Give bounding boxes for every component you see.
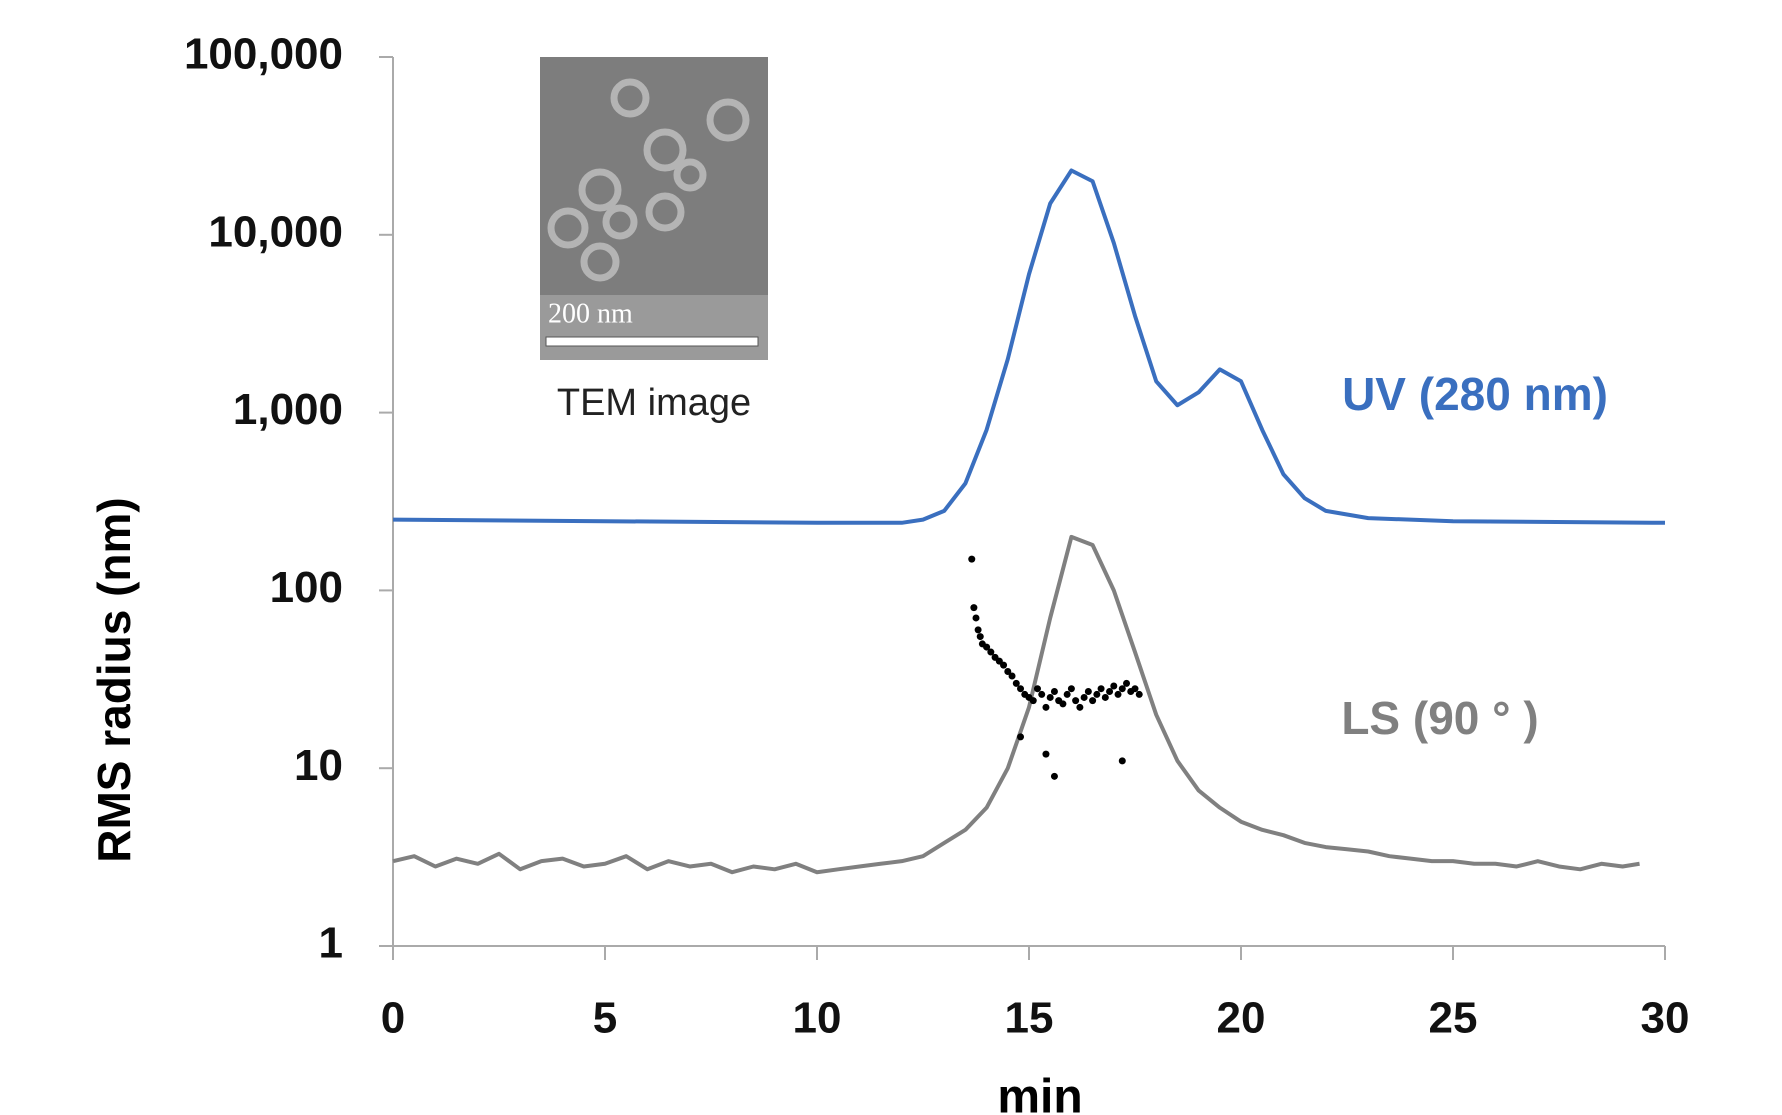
y-tick-label: 1,000 — [233, 385, 343, 434]
y-tick-label: 100 — [270, 563, 343, 612]
scatter-point — [1084, 688, 1092, 696]
series-line — [392, 168, 1666, 525]
x-tick-label: 20 — [1217, 994, 1266, 1043]
scatter-point — [1050, 688, 1058, 696]
scatter-point — [987, 648, 995, 656]
y-tick-label: 1 — [319, 919, 343, 968]
scatter-point — [983, 643, 991, 651]
scatter-point — [1131, 685, 1139, 693]
scatter-point — [1038, 690, 1046, 698]
scatter-point — [976, 633, 984, 641]
scatter-point — [1012, 679, 1020, 687]
x-tick-label: 0 — [381, 994, 405, 1043]
scatter-point — [1000, 661, 1008, 669]
x-tick-label: 30 — [1641, 994, 1690, 1043]
y-tick-label: 10,000 — [208, 207, 343, 256]
scatter-point — [968, 555, 976, 563]
scatter-point — [1042, 750, 1050, 758]
scatter-point — [1008, 672, 1016, 680]
y-tick-label: 100,000 — [184, 30, 343, 79]
x-axis-label: min — [997, 1071, 1082, 1115]
scatter-point — [1017, 685, 1025, 693]
scatter-point — [1106, 688, 1114, 696]
scatter-point — [1097, 685, 1105, 693]
scatter-point — [1063, 690, 1071, 698]
scatter-point — [970, 604, 978, 612]
series-label: UV (280 nm) — [1342, 368, 1608, 420]
scatter-point — [1123, 679, 1131, 687]
scatter-point — [974, 626, 982, 634]
scatter-point — [1004, 667, 1012, 675]
scatter-point — [1072, 697, 1080, 705]
tem-particles — [547, 78, 750, 282]
scale-label: 200 nm — [548, 298, 633, 329]
scatter-point — [1135, 690, 1143, 698]
scatter-point — [1101, 693, 1109, 701]
scatter-point — [1067, 685, 1075, 693]
scatter-point — [1076, 703, 1084, 711]
scatter-point — [1110, 682, 1118, 690]
x-tick-label: 5 — [593, 994, 617, 1043]
scatter-point — [1046, 693, 1054, 701]
scale-bar — [545, 336, 759, 347]
tem-inset: 200 nm TEM image — [540, 57, 768, 424]
scatter-point — [1089, 697, 1097, 705]
series-label: LS (90 ° ) — [1341, 692, 1538, 744]
scatter-point — [1118, 757, 1126, 765]
scatter-point — [1050, 772, 1058, 780]
inset-caption: TEM image — [557, 382, 751, 424]
scatter-point — [1029, 697, 1037, 705]
scale-band — [540, 295, 768, 360]
scatter-point — [1093, 690, 1101, 698]
scatter-point — [1042, 703, 1050, 711]
scatter-point — [1033, 685, 1041, 693]
scatter-point — [1114, 690, 1122, 698]
scatter-point — [1080, 693, 1088, 701]
x-tick-label: 25 — [1429, 994, 1478, 1043]
x-tick-label: 15 — [1005, 994, 1054, 1043]
y-tick-label: 10 — [294, 741, 343, 790]
x-tick-label: 10 — [793, 994, 842, 1043]
y-axis-label: RMS radius (nm) — [88, 497, 140, 862]
scatter-point — [1118, 685, 1126, 693]
scatter-point — [1017, 733, 1025, 741]
scatter-point — [1059, 700, 1067, 708]
scatter-point — [972, 614, 980, 622]
